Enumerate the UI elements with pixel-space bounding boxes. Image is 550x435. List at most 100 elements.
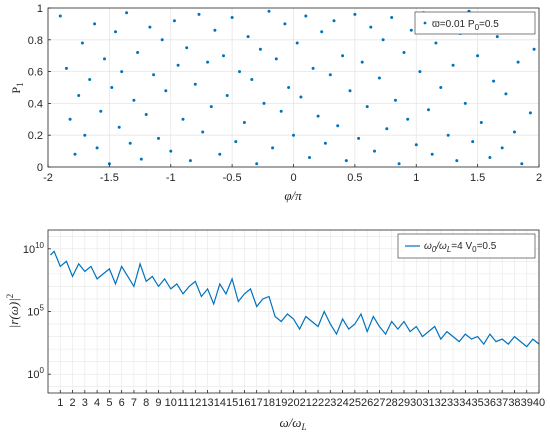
- scatter-point: [299, 95, 303, 99]
- scatter-point: [172, 19, 176, 23]
- scatter-point: [246, 35, 250, 39]
- spectrum-y-tick-label: 105: [27, 304, 44, 319]
- scatter-point: [225, 94, 229, 97]
- spectrum-x-tick-label: 32: [435, 397, 447, 409]
- scatter-point: [402, 51, 406, 54]
- spectrum-x-tick-label: 22: [312, 397, 324, 409]
- scatter-point: [427, 108, 430, 112]
- scatter-point: [528, 111, 532, 115]
- scatter-point: [348, 89, 352, 93]
- scatter-point: [287, 86, 291, 89]
- scatter-point: [107, 162, 111, 166]
- scatter-point: [414, 143, 418, 147]
- scatter-point: [500, 146, 504, 150]
- scatter-point: [267, 9, 271, 13]
- scatter-point: [390, 16, 394, 19]
- scatter-point: [164, 89, 168, 93]
- scatter-point: [336, 124, 340, 128]
- spectrum-legend: ω0/ωL=4 V0=0.5: [397, 233, 536, 259]
- spectrum-x-tick-label: 10: [165, 397, 177, 409]
- scatter-point: [360, 60, 364, 64]
- scatter-point: [476, 54, 480, 58]
- spectrum-legend-box: [397, 233, 536, 259]
- scatter-point: [434, 41, 438, 45]
- scatter-point: [369, 25, 373, 29]
- scatter-point: [316, 114, 320, 118]
- spectrum-x-tick-label: 21: [300, 397, 312, 409]
- scatter-point: [532, 47, 536, 51]
- scatter-point: [144, 113, 148, 116]
- scatter-point: [193, 82, 197, 86]
- scatter-point: [357, 136, 361, 140]
- spectrum-x-tick-label: 20: [287, 397, 299, 409]
- scatter-point: [344, 159, 348, 163]
- scatter-point: [439, 86, 443, 89]
- scatter-point: [332, 19, 336, 23]
- scatter-point: [238, 70, 241, 74]
- scatter-point: [463, 101, 467, 105]
- scatter-point: [283, 22, 287, 26]
- scatter-point: [328, 73, 332, 77]
- scatter-point: [176, 63, 180, 67]
- scatter-point: [513, 130, 516, 134]
- scatter-y-tick-label: 1: [37, 3, 43, 15]
- spectrum-x-tick-label: 31: [422, 397, 434, 409]
- scatter-point: [381, 38, 385, 42]
- spectrum-x-tick-label: 18: [263, 397, 275, 409]
- scatter-point: [479, 121, 483, 124]
- spectrum-x-tick-label: 17: [251, 397, 263, 409]
- scatter-point: [320, 30, 324, 34]
- scatter-point: [139, 157, 143, 161]
- spectrum-x-tick-label: 5: [106, 397, 112, 409]
- spectrum-panel: 1 2 3 4 5 6 7 8 9 10 11 12 13 14 15 16 17 18 19 20 21 22 23 24 2…: [5, 229, 545, 432]
- spectrum-x-tick-label: 38: [508, 397, 520, 409]
- scatter-point: [148, 25, 152, 29]
- scatter-y-tick-label: 0.4: [28, 98, 43, 110]
- spectrum-x-tick-label: 36: [484, 397, 496, 409]
- scatter-point: [128, 141, 132, 145]
- scatter-point: [492, 79, 496, 83]
- scatter-point: [125, 11, 129, 15]
- scatter-x-tick-label: -1: [166, 172, 176, 184]
- scatter-point: [88, 78, 92, 81]
- scatter-point: [117, 125, 121, 129]
- scatter-point: [451, 63, 455, 67]
- scatter-point: [234, 140, 238, 144]
- spectrum-x-tick-label: 28: [386, 397, 398, 409]
- spectrum-line: [50, 250, 540, 348]
- scatter-point: [83, 133, 87, 137]
- spectrum-x-tick-label: 7: [131, 397, 137, 409]
- spectrum-x-label: ω/ωL: [280, 415, 307, 432]
- scatter-point: [222, 54, 225, 58]
- scatter-point: [271, 146, 275, 150]
- spectrum-x-tick-label: 39: [521, 397, 533, 409]
- spectrum-y-tick-label: 100: [27, 366, 44, 381]
- scatter-point: [353, 12, 357, 16]
- scatter-point: [446, 133, 450, 137]
- scatter-point: [292, 133, 295, 137]
- scatter-point: [160, 38, 164, 42]
- spectrum-axes-box: [47, 229, 540, 394]
- spectrum-x-ticks: 1 2 3 4 5 6 7 8 9 10 11 12 13 14 15 16 17 18 19 20 21 22 23 24 2…: [57, 390, 545, 409]
- spectrum-x-tick-label: 2: [69, 397, 75, 409]
- scatter-x-tick-label: 0.5: [347, 172, 362, 184]
- spectrum-x-tick-label: 27: [373, 397, 385, 409]
- scatter-y-label: P1: [9, 82, 25, 93]
- spectrum-x-tick-label: 24: [336, 397, 348, 409]
- scatter-point: [255, 162, 259, 166]
- scatter-point: [377, 76, 381, 80]
- spectrum-x-tick-label: 6: [119, 397, 125, 409]
- spectrum-series-line: [50, 250, 540, 348]
- scatter-point: [471, 140, 475, 144]
- scatter-point: [323, 141, 327, 145]
- spectrum-x-tick-label: 15: [226, 397, 238, 409]
- spectrum-y-label: |r(ω)|2: [5, 294, 21, 329]
- scatter-point: [197, 12, 201, 16]
- scatter-point: [311, 66, 315, 70]
- spectrum-y-ticks: 100 105 1010: [23, 241, 51, 381]
- scatter-point: [188, 159, 192, 163]
- scatter-point: [110, 86, 114, 89]
- scatter-point: [58, 14, 62, 18]
- spectrum-x-tick-label: 14: [214, 397, 226, 409]
- spectrum-x-tick-label: 11: [177, 397, 188, 409]
